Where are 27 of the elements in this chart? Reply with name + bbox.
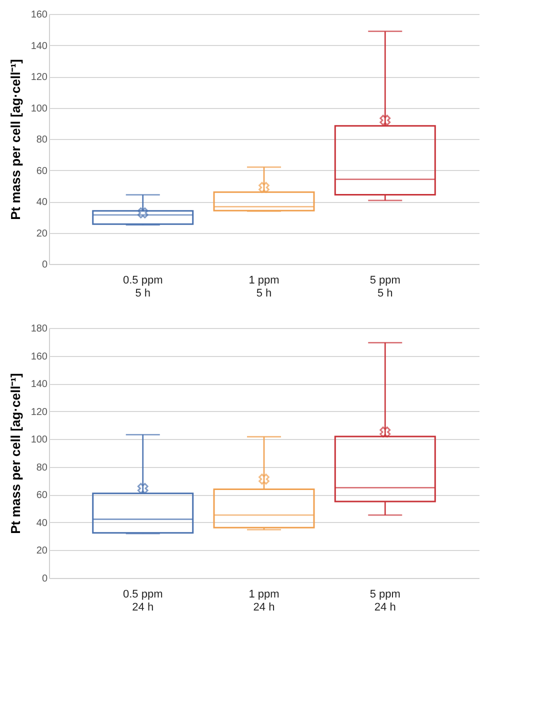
y-tick-label: 140 <box>30 379 48 390</box>
x-tick-label: 1 ppm 24 h <box>248 588 280 614</box>
x-tick-label: 1 ppm 5 h <box>248 274 280 300</box>
y-tick-label: 160 <box>30 10 48 20</box>
y-tick-label: 60 <box>36 490 48 502</box>
y-tick-label: 120 <box>30 406 48 418</box>
x-tick-label: 0.5 ppm 5 h <box>123 274 163 300</box>
y-tick-label: 100 <box>30 103 48 114</box>
y-tick-label: 40 <box>36 518 48 529</box>
y-tick-label: 20 <box>36 546 48 557</box>
x-tick-label: 5 ppm 24 h <box>370 588 400 614</box>
x-tick-label: 0.5 ppm 24 h <box>123 588 163 614</box>
y-tick-label: 40 <box>36 197 48 208</box>
y-tick-label: 60 <box>36 166 48 177</box>
y-tick-label: 120 <box>30 72 48 83</box>
y-axis-title: Pt mass per cell [ag·cell⁻¹] <box>8 59 23 220</box>
y-tick-label: 180 <box>30 324 48 334</box>
y-tick-label: 140 <box>30 40 48 52</box>
y-tick-label: 160 <box>30 351 48 362</box>
y-tick-label: 80 <box>36 462 48 474</box>
y-tick-label: 20 <box>36 228 48 240</box>
y-axis-title: Pt mass per cell [ag·cell⁻¹] <box>8 373 23 534</box>
y-tick-label: 80 <box>36 134 48 146</box>
y-tick-label: 0 <box>42 260 48 270</box>
x-tick-label: 5 ppm 5 h <box>370 274 400 300</box>
y-tick-label: 0 <box>42 574 48 584</box>
y-tick-label: 100 <box>30 434 48 446</box>
